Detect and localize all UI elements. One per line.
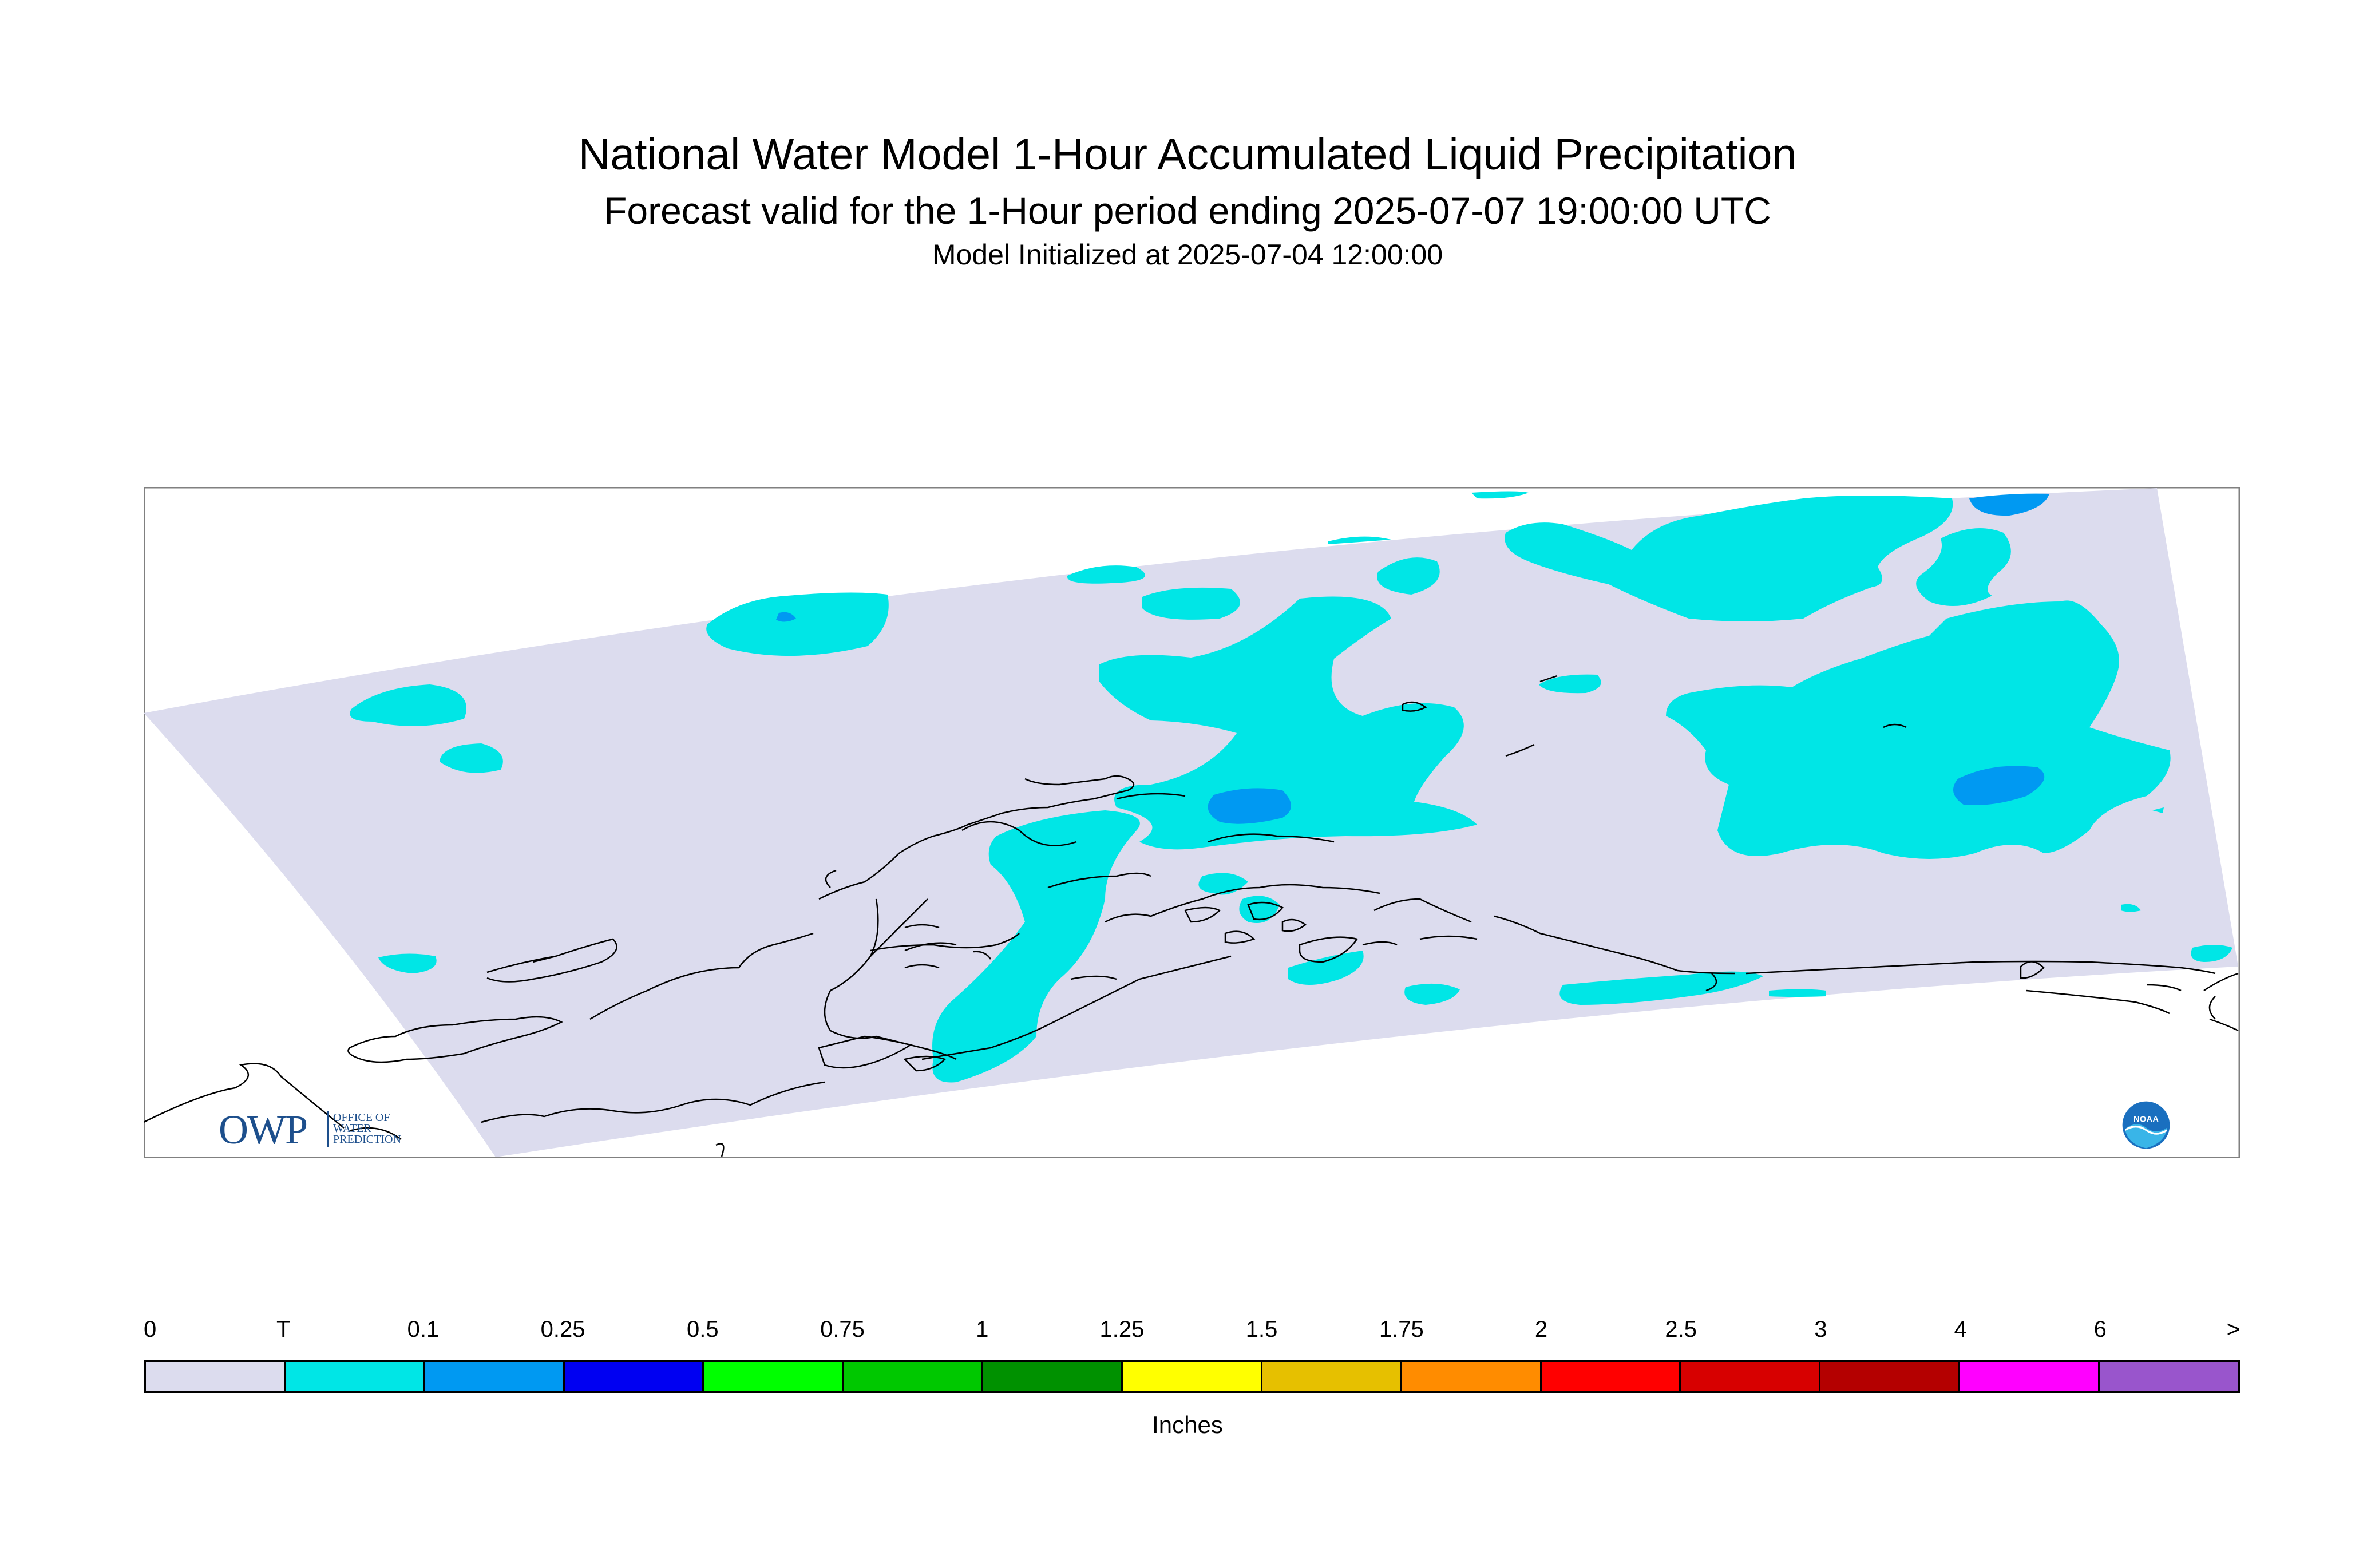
- legend-swatch: [1262, 1362, 1402, 1391]
- legend-swatch: [1681, 1362, 1821, 1391]
- legend-tick-label: 1.75: [1379, 1317, 1424, 1342]
- legend-tick-label: 1.25: [1099, 1317, 1145, 1342]
- precipitation-legend: 0 T 0.1 0.25 0.5 0.75 1 1.25 1.5 1.75 2 2.5 3 4 6 >: [144, 1316, 2240, 1396]
- legend-swatch: [983, 1362, 1123, 1391]
- legend-swatch: [1402, 1362, 1542, 1391]
- noaa-logo-text: NOAA: [2133, 1115, 2159, 1124]
- legend-tick-label: T: [276, 1317, 291, 1342]
- light-blue-precip-areas: [776, 493, 2049, 824]
- legend-tick-label: 1.5: [1245, 1317, 1278, 1342]
- noaa-logo: NOAA: [2122, 1101, 2170, 1149]
- owp-logo-divider: [327, 1111, 329, 1147]
- map-subtitle-init-time: Model Initialized at 2025-07-04 12:00:00: [932, 239, 1443, 271]
- legend-swatch: [1123, 1362, 1262, 1391]
- legend-tick-label: 1: [976, 1317, 989, 1342]
- legend-tick-label: 0: [144, 1317, 157, 1342]
- legend-swatch: [2100, 1362, 2238, 1391]
- legend-swatch: [704, 1362, 844, 1391]
- legend-tick-label: >: [2226, 1317, 2240, 1342]
- legend-tick-label: 0.75: [820, 1317, 865, 1342]
- owp-logo-text: OFFICE OF WATER PREDICTION: [333, 1111, 401, 1146]
- legend-tick-label: 0.1: [407, 1317, 440, 1342]
- legend-tick-label: 0.5: [686, 1317, 719, 1342]
- legend-tick-label: 0.25: [540, 1317, 585, 1342]
- legend-color-bar: [144, 1360, 2240, 1393]
- legend-tick-label: 2: [1534, 1317, 1548, 1342]
- map-title: National Water Model 1-Hour Accumulated …: [578, 130, 1797, 179]
- legend-tick-label: 4: [1954, 1317, 1967, 1342]
- trace-precip-areas: [350, 491, 2232, 1083]
- legend-swatch: [1541, 1362, 1681, 1391]
- legend-units-label: Inches: [1152, 1411, 1223, 1438]
- legend-swatch: [1820, 1362, 1961, 1391]
- legend-tick-label: 3: [1814, 1317, 1827, 1342]
- legend-swatch: [844, 1362, 984, 1391]
- map-subtitle-valid-time: Forecast valid for the 1-Hour period end…: [604, 189, 1771, 232]
- legend-swatch: [564, 1362, 704, 1391]
- precipitation-map: OWP OFFICE OF WATER PREDICTION NOAA: [144, 487, 2240, 1158]
- legend-tick-label: 6: [2093, 1317, 2107, 1342]
- owp-logo-letters: OWP: [219, 1107, 308, 1153]
- coastlines: [144, 675, 2239, 1157]
- legend-swatch: [425, 1362, 565, 1391]
- legend-swatch: [146, 1362, 286, 1391]
- legend-swatch: [285, 1362, 425, 1391]
- legend-tick-label: 2.5: [1665, 1317, 1697, 1342]
- legend-swatch: [1960, 1362, 2100, 1391]
